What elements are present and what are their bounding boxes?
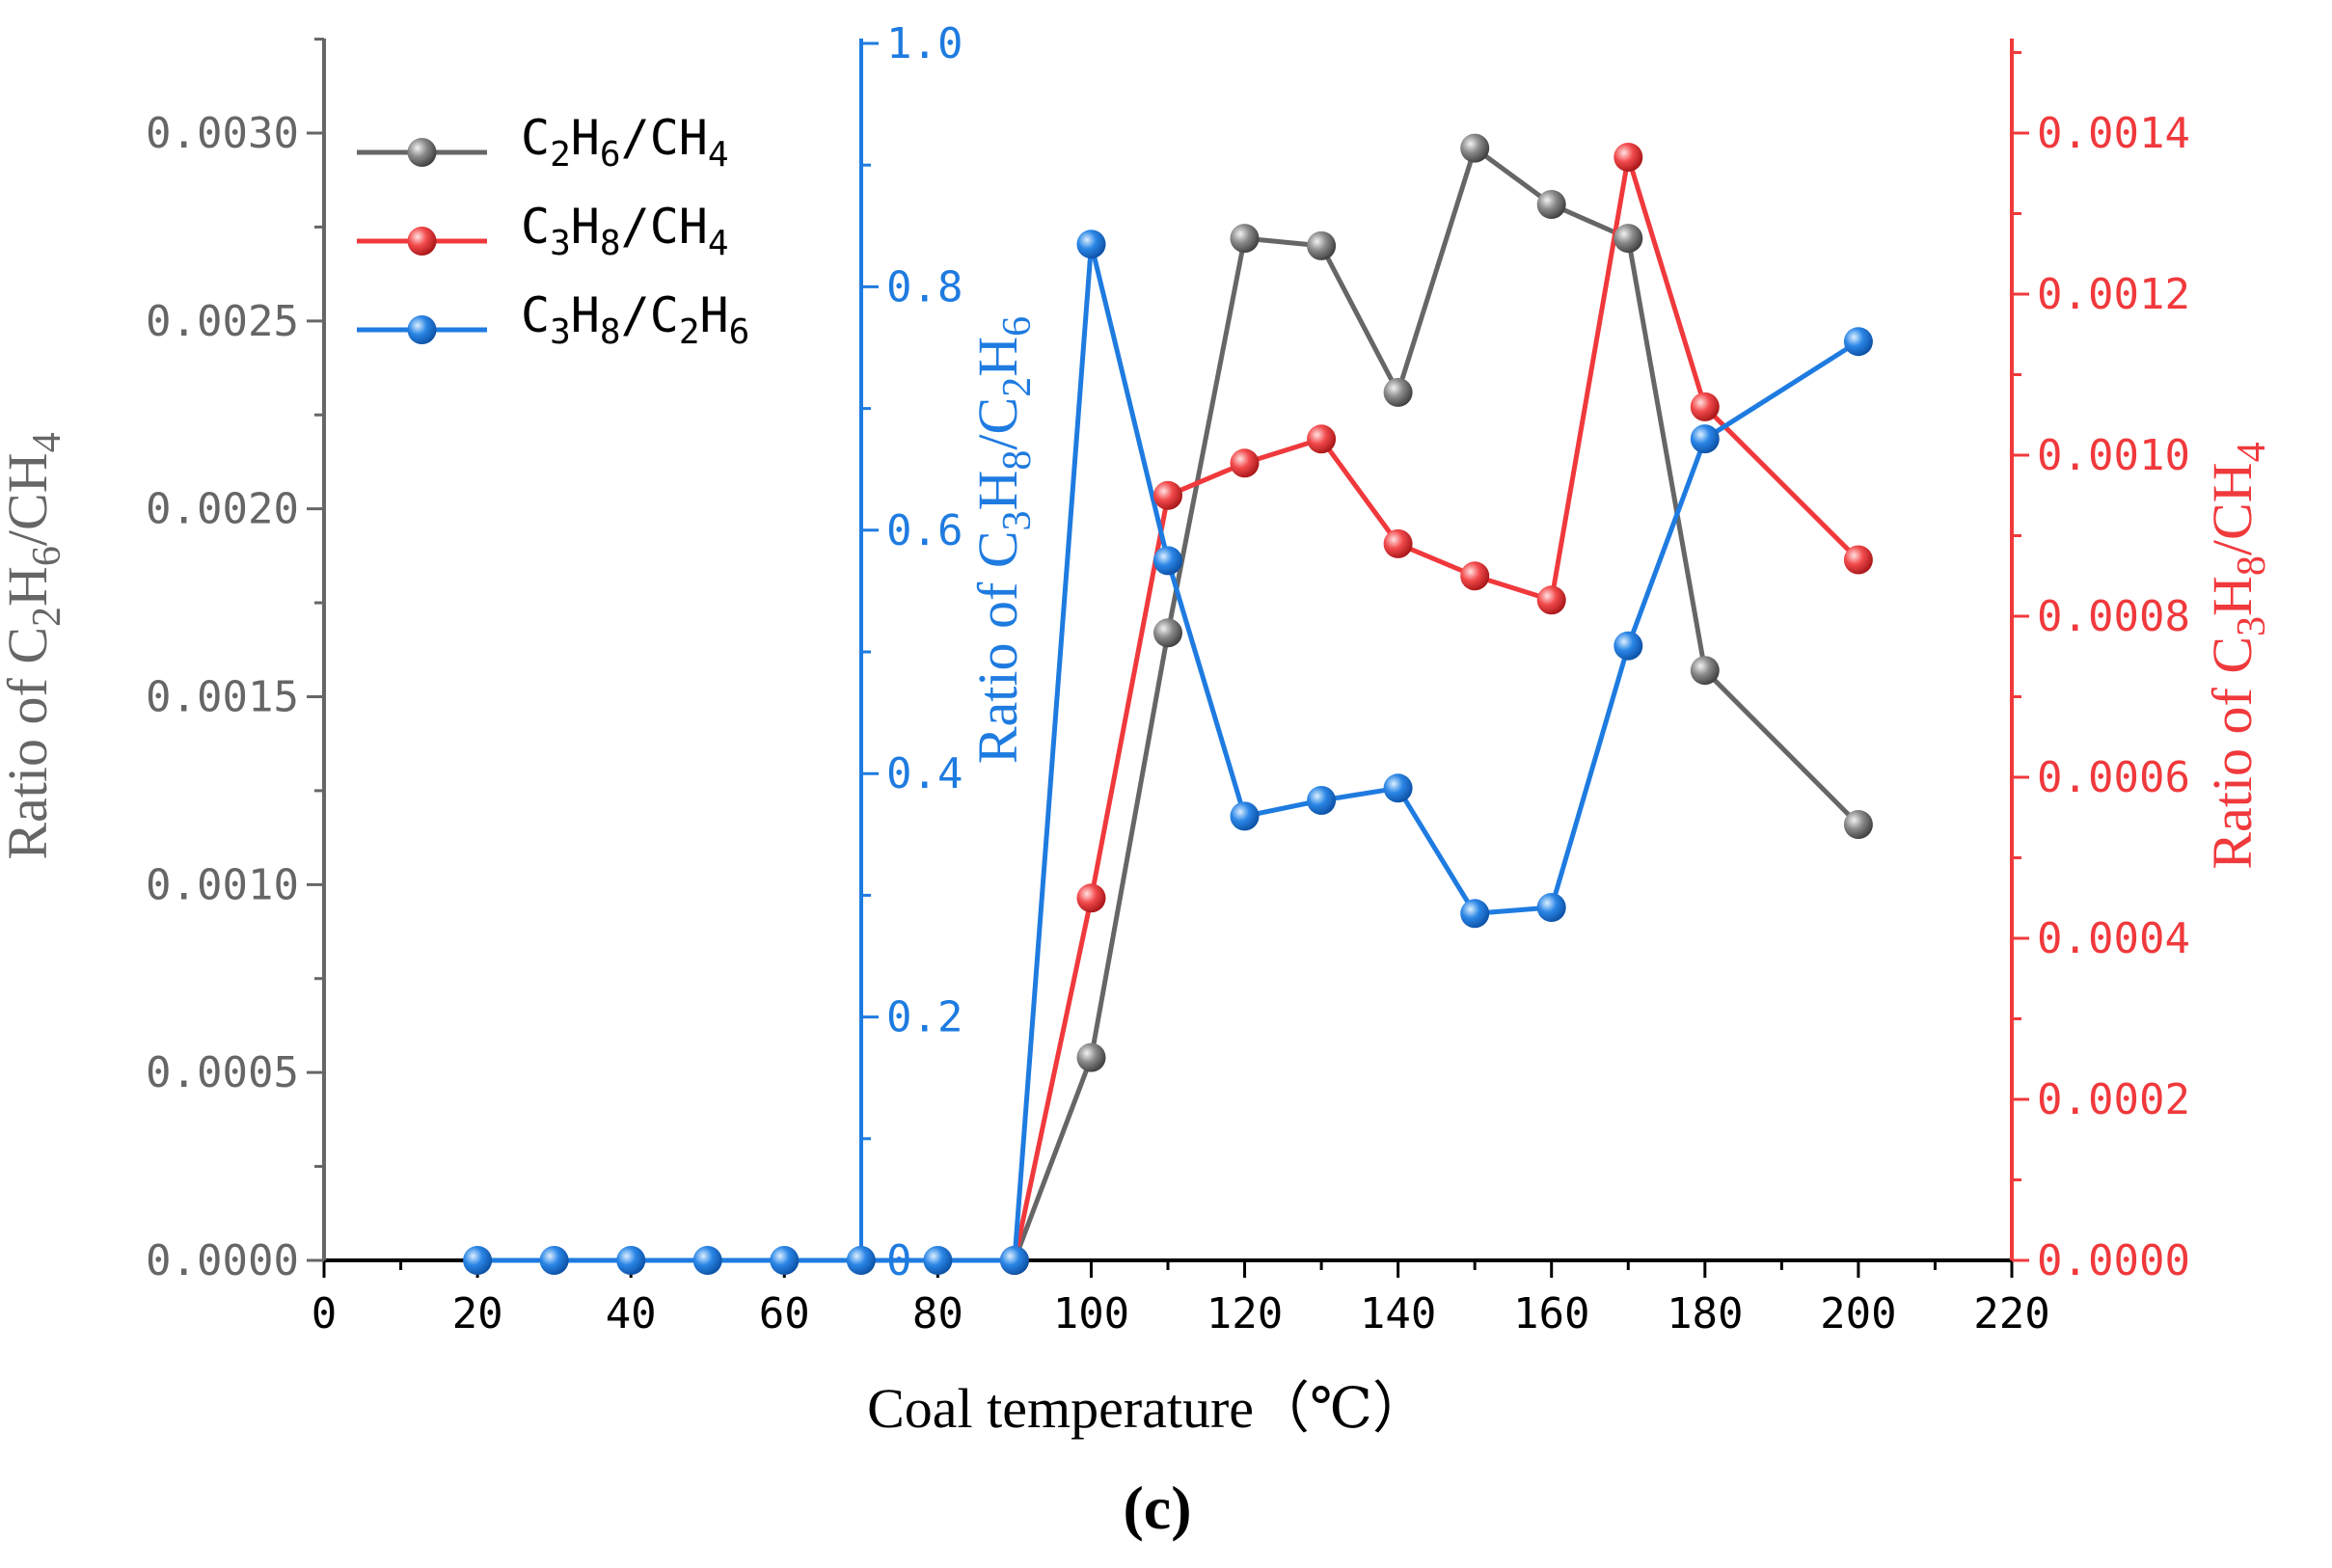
legend-marker-3 bbox=[407, 315, 437, 344]
left-y-tick-label: 0.0015 bbox=[146, 673, 299, 722]
left-y-axis-label: Ratio of C2H6/CH4 bbox=[0, 432, 69, 859]
series-2-point bbox=[1307, 424, 1337, 454]
series-3-point bbox=[692, 1246, 722, 1275]
left-y-tick-label: 0.0010 bbox=[146, 860, 299, 909]
legend-label-1: C2H6/CH4 bbox=[521, 110, 729, 175]
series-2-point bbox=[1153, 480, 1182, 510]
series-3-point bbox=[999, 1246, 1029, 1275]
series-1-point bbox=[1843, 810, 1873, 839]
series-3-point bbox=[1076, 230, 1106, 259]
middle-y-axis-label: Ratio of C3H8/C2H6 bbox=[966, 316, 1040, 764]
series-2-point bbox=[1843, 545, 1873, 575]
left-y-tick-label: 0.0000 bbox=[146, 1236, 299, 1285]
right-y-tick-label: 0.0014 bbox=[2037, 109, 2190, 158]
right-y-tick-label: 0.0006 bbox=[2037, 753, 2190, 802]
middle-y-tick-label: 0.8 bbox=[886, 262, 963, 311]
legend-marker-2 bbox=[407, 227, 437, 256]
axes: 0 20 40 60 80 100 120 140 160 180 200 2200.00000.00… bbox=[0, 19, 2274, 1338]
series-2-point bbox=[1383, 528, 1413, 558]
series-3-point bbox=[1460, 899, 1490, 929]
right-y-tick-label: 0.0008 bbox=[2037, 592, 2190, 641]
x-tick-label: 0 bbox=[312, 1289, 338, 1338]
legend-label-3: C3H8/C2H6 bbox=[521, 287, 749, 352]
series-3-point bbox=[1307, 786, 1337, 815]
series-2-point bbox=[1690, 392, 1720, 421]
right-y-tick-label: 0.0002 bbox=[2037, 1075, 2190, 1124]
right-y-tick-label: 0.0000 bbox=[2037, 1236, 2190, 1285]
series-line-3 bbox=[477, 241, 1860, 1263]
series-line-1 bbox=[1012, 146, 1860, 1261]
right-y-tick-label: 0.0004 bbox=[2037, 914, 2190, 963]
x-tick-label: 140 bbox=[1360, 1289, 1436, 1338]
x-axis-label: Coal temperature（℃） bbox=[867, 1377, 1428, 1440]
series-line-2 bbox=[1012, 154, 1860, 1261]
series-1-point bbox=[1460, 133, 1490, 163]
series-1-point bbox=[1536, 190, 1566, 219]
x-tick-label: 180 bbox=[1667, 1289, 1743, 1338]
series-3-point bbox=[1153, 546, 1182, 576]
series-1-point bbox=[1690, 656, 1720, 686]
middle-y-tick-label: 0.2 bbox=[886, 993, 963, 1042]
series-3-point bbox=[539, 1246, 569, 1275]
series-3-point bbox=[1536, 893, 1566, 922]
series-3-point bbox=[770, 1246, 800, 1275]
x-tick-label: 160 bbox=[1513, 1289, 1589, 1338]
x-tick-label: 80 bbox=[912, 1289, 963, 1338]
series-2-point bbox=[1076, 883, 1106, 913]
middle-y-tick-label: 1.0 bbox=[886, 19, 963, 68]
series-1-point bbox=[1076, 1042, 1106, 1072]
series-1-point bbox=[1613, 224, 1643, 254]
series-3-point bbox=[616, 1246, 646, 1275]
x-tick-label: 200 bbox=[1820, 1289, 1896, 1338]
series-2-point bbox=[1536, 585, 1566, 615]
x-tick-label: 20 bbox=[452, 1289, 503, 1338]
series-2-point bbox=[1230, 448, 1260, 478]
series-3-point bbox=[1690, 424, 1720, 454]
series-3-point bbox=[1230, 801, 1260, 831]
middle-y-tick-label: 0.4 bbox=[886, 749, 963, 798]
legend: C2H6/CH4 C3H8/CH4 C3H8/C2H6 bbox=[357, 110, 749, 352]
x-tick-label: 120 bbox=[1207, 1289, 1283, 1338]
panel-label: (c) bbox=[1123, 1473, 1191, 1542]
series-3-point bbox=[846, 1246, 876, 1275]
series-3-point bbox=[1613, 631, 1643, 661]
x-tick-label: 40 bbox=[606, 1289, 657, 1338]
x-tick-label: 220 bbox=[1973, 1289, 2049, 1338]
legend-label-2: C3H8/CH4 bbox=[521, 199, 729, 263]
series-2-point bbox=[1613, 143, 1643, 172]
right-y-axis-label: Ratio of C3H8/CH4 bbox=[2201, 442, 2274, 869]
series-2-point bbox=[1460, 561, 1490, 591]
series-3-point bbox=[1843, 327, 1873, 357]
legend-marker-1 bbox=[407, 138, 437, 167]
series-1-point bbox=[1383, 377, 1413, 407]
plot-area bbox=[463, 133, 1873, 1275]
series-3-point bbox=[923, 1246, 953, 1275]
left-y-tick-label: 0.0005 bbox=[146, 1048, 299, 1097]
series-3-point bbox=[463, 1246, 493, 1275]
left-y-tick-label: 0.0025 bbox=[146, 297, 299, 346]
left-y-tick-label: 0.0030 bbox=[146, 109, 299, 158]
series-1-point bbox=[1153, 618, 1182, 648]
left-y-tick-label: 0.0020 bbox=[146, 485, 299, 534]
series-1-point bbox=[1307, 230, 1337, 260]
middle-y-tick-label: 0.6 bbox=[886, 506, 963, 555]
right-y-tick-label: 0.0010 bbox=[2037, 431, 2190, 480]
series-1-point bbox=[1230, 224, 1260, 254]
right-y-tick-label: 0.0012 bbox=[2037, 270, 2190, 319]
x-tick-label: 60 bbox=[759, 1289, 810, 1338]
series-3-point bbox=[1383, 773, 1413, 803]
x-tick-label: 100 bbox=[1053, 1289, 1129, 1338]
